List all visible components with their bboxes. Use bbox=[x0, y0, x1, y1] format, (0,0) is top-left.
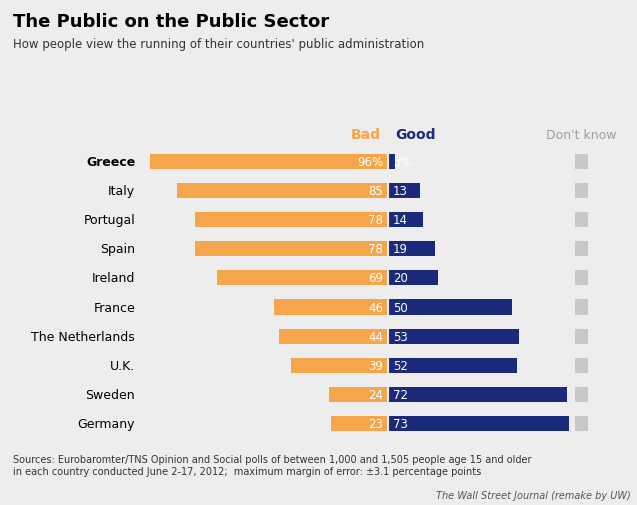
Text: Ireland: Ireland bbox=[92, 272, 135, 285]
Bar bbox=[291, 358, 388, 373]
Bar bbox=[177, 183, 388, 198]
Text: Italy: Italy bbox=[108, 184, 135, 197]
Text: 44: 44 bbox=[368, 330, 383, 343]
Text: How people view the running of their countries' public administration: How people view the running of their cou… bbox=[13, 38, 424, 51]
Bar bbox=[388, 213, 423, 228]
Text: 53: 53 bbox=[393, 330, 408, 343]
Bar bbox=[575, 241, 587, 257]
Text: 13: 13 bbox=[393, 184, 408, 197]
Text: 78: 78 bbox=[368, 214, 383, 227]
Bar bbox=[329, 387, 388, 402]
Bar bbox=[274, 300, 388, 315]
Text: Sweden: Sweden bbox=[85, 388, 135, 401]
Text: 52: 52 bbox=[393, 359, 408, 372]
Bar bbox=[575, 329, 587, 344]
Text: 85: 85 bbox=[368, 184, 383, 197]
Text: 19: 19 bbox=[393, 243, 408, 256]
Text: 50: 50 bbox=[393, 301, 408, 314]
Bar bbox=[575, 417, 587, 432]
Bar bbox=[575, 154, 587, 169]
Bar bbox=[575, 271, 587, 286]
Bar bbox=[150, 154, 388, 169]
Bar bbox=[217, 271, 388, 286]
Bar bbox=[388, 183, 420, 198]
Text: 3%: 3% bbox=[393, 156, 412, 168]
Bar bbox=[388, 387, 566, 402]
Text: U.K.: U.K. bbox=[110, 359, 135, 372]
Text: The Public on the Public Sector: The Public on the Public Sector bbox=[13, 13, 329, 31]
Bar bbox=[575, 358, 587, 373]
Text: 46: 46 bbox=[368, 301, 383, 314]
Bar bbox=[279, 329, 388, 344]
Bar bbox=[388, 300, 512, 315]
Bar bbox=[388, 271, 438, 286]
Bar bbox=[575, 183, 587, 198]
Bar bbox=[388, 329, 519, 344]
Text: Sources: Eurobaromter/TNS Opinion and Social polls of between 1,000 and 1,505 pe: Sources: Eurobaromter/TNS Opinion and So… bbox=[13, 454, 531, 476]
Bar bbox=[195, 241, 388, 257]
Bar bbox=[575, 387, 587, 402]
Text: Greece: Greece bbox=[86, 156, 135, 168]
Text: 39: 39 bbox=[368, 359, 383, 372]
Bar bbox=[388, 241, 435, 257]
Text: 23: 23 bbox=[368, 418, 383, 430]
Text: 73: 73 bbox=[393, 418, 408, 430]
Text: Portugal: Portugal bbox=[83, 214, 135, 227]
Text: 20: 20 bbox=[393, 272, 408, 285]
Bar bbox=[195, 213, 388, 228]
Bar bbox=[575, 300, 587, 315]
Text: Don't know: Don't know bbox=[546, 128, 617, 141]
Text: The Wall Street Journal (remake by UW): The Wall Street Journal (remake by UW) bbox=[436, 490, 631, 500]
Text: 96%: 96% bbox=[357, 156, 383, 168]
Text: Good: Good bbox=[396, 127, 436, 141]
Text: The Netherlands: The Netherlands bbox=[31, 330, 135, 343]
Text: Spain: Spain bbox=[100, 243, 135, 256]
Text: Bad: Bad bbox=[350, 127, 381, 141]
Text: 24: 24 bbox=[368, 388, 383, 401]
Text: 14: 14 bbox=[393, 214, 408, 227]
Bar bbox=[575, 213, 587, 228]
Text: Germany: Germany bbox=[78, 418, 135, 430]
Text: France: France bbox=[94, 301, 135, 314]
Bar bbox=[331, 417, 388, 432]
Bar bbox=[388, 154, 396, 169]
Bar bbox=[388, 417, 569, 432]
Bar bbox=[388, 358, 517, 373]
Text: 69: 69 bbox=[368, 272, 383, 285]
Text: 72: 72 bbox=[393, 388, 408, 401]
Text: 78: 78 bbox=[368, 243, 383, 256]
